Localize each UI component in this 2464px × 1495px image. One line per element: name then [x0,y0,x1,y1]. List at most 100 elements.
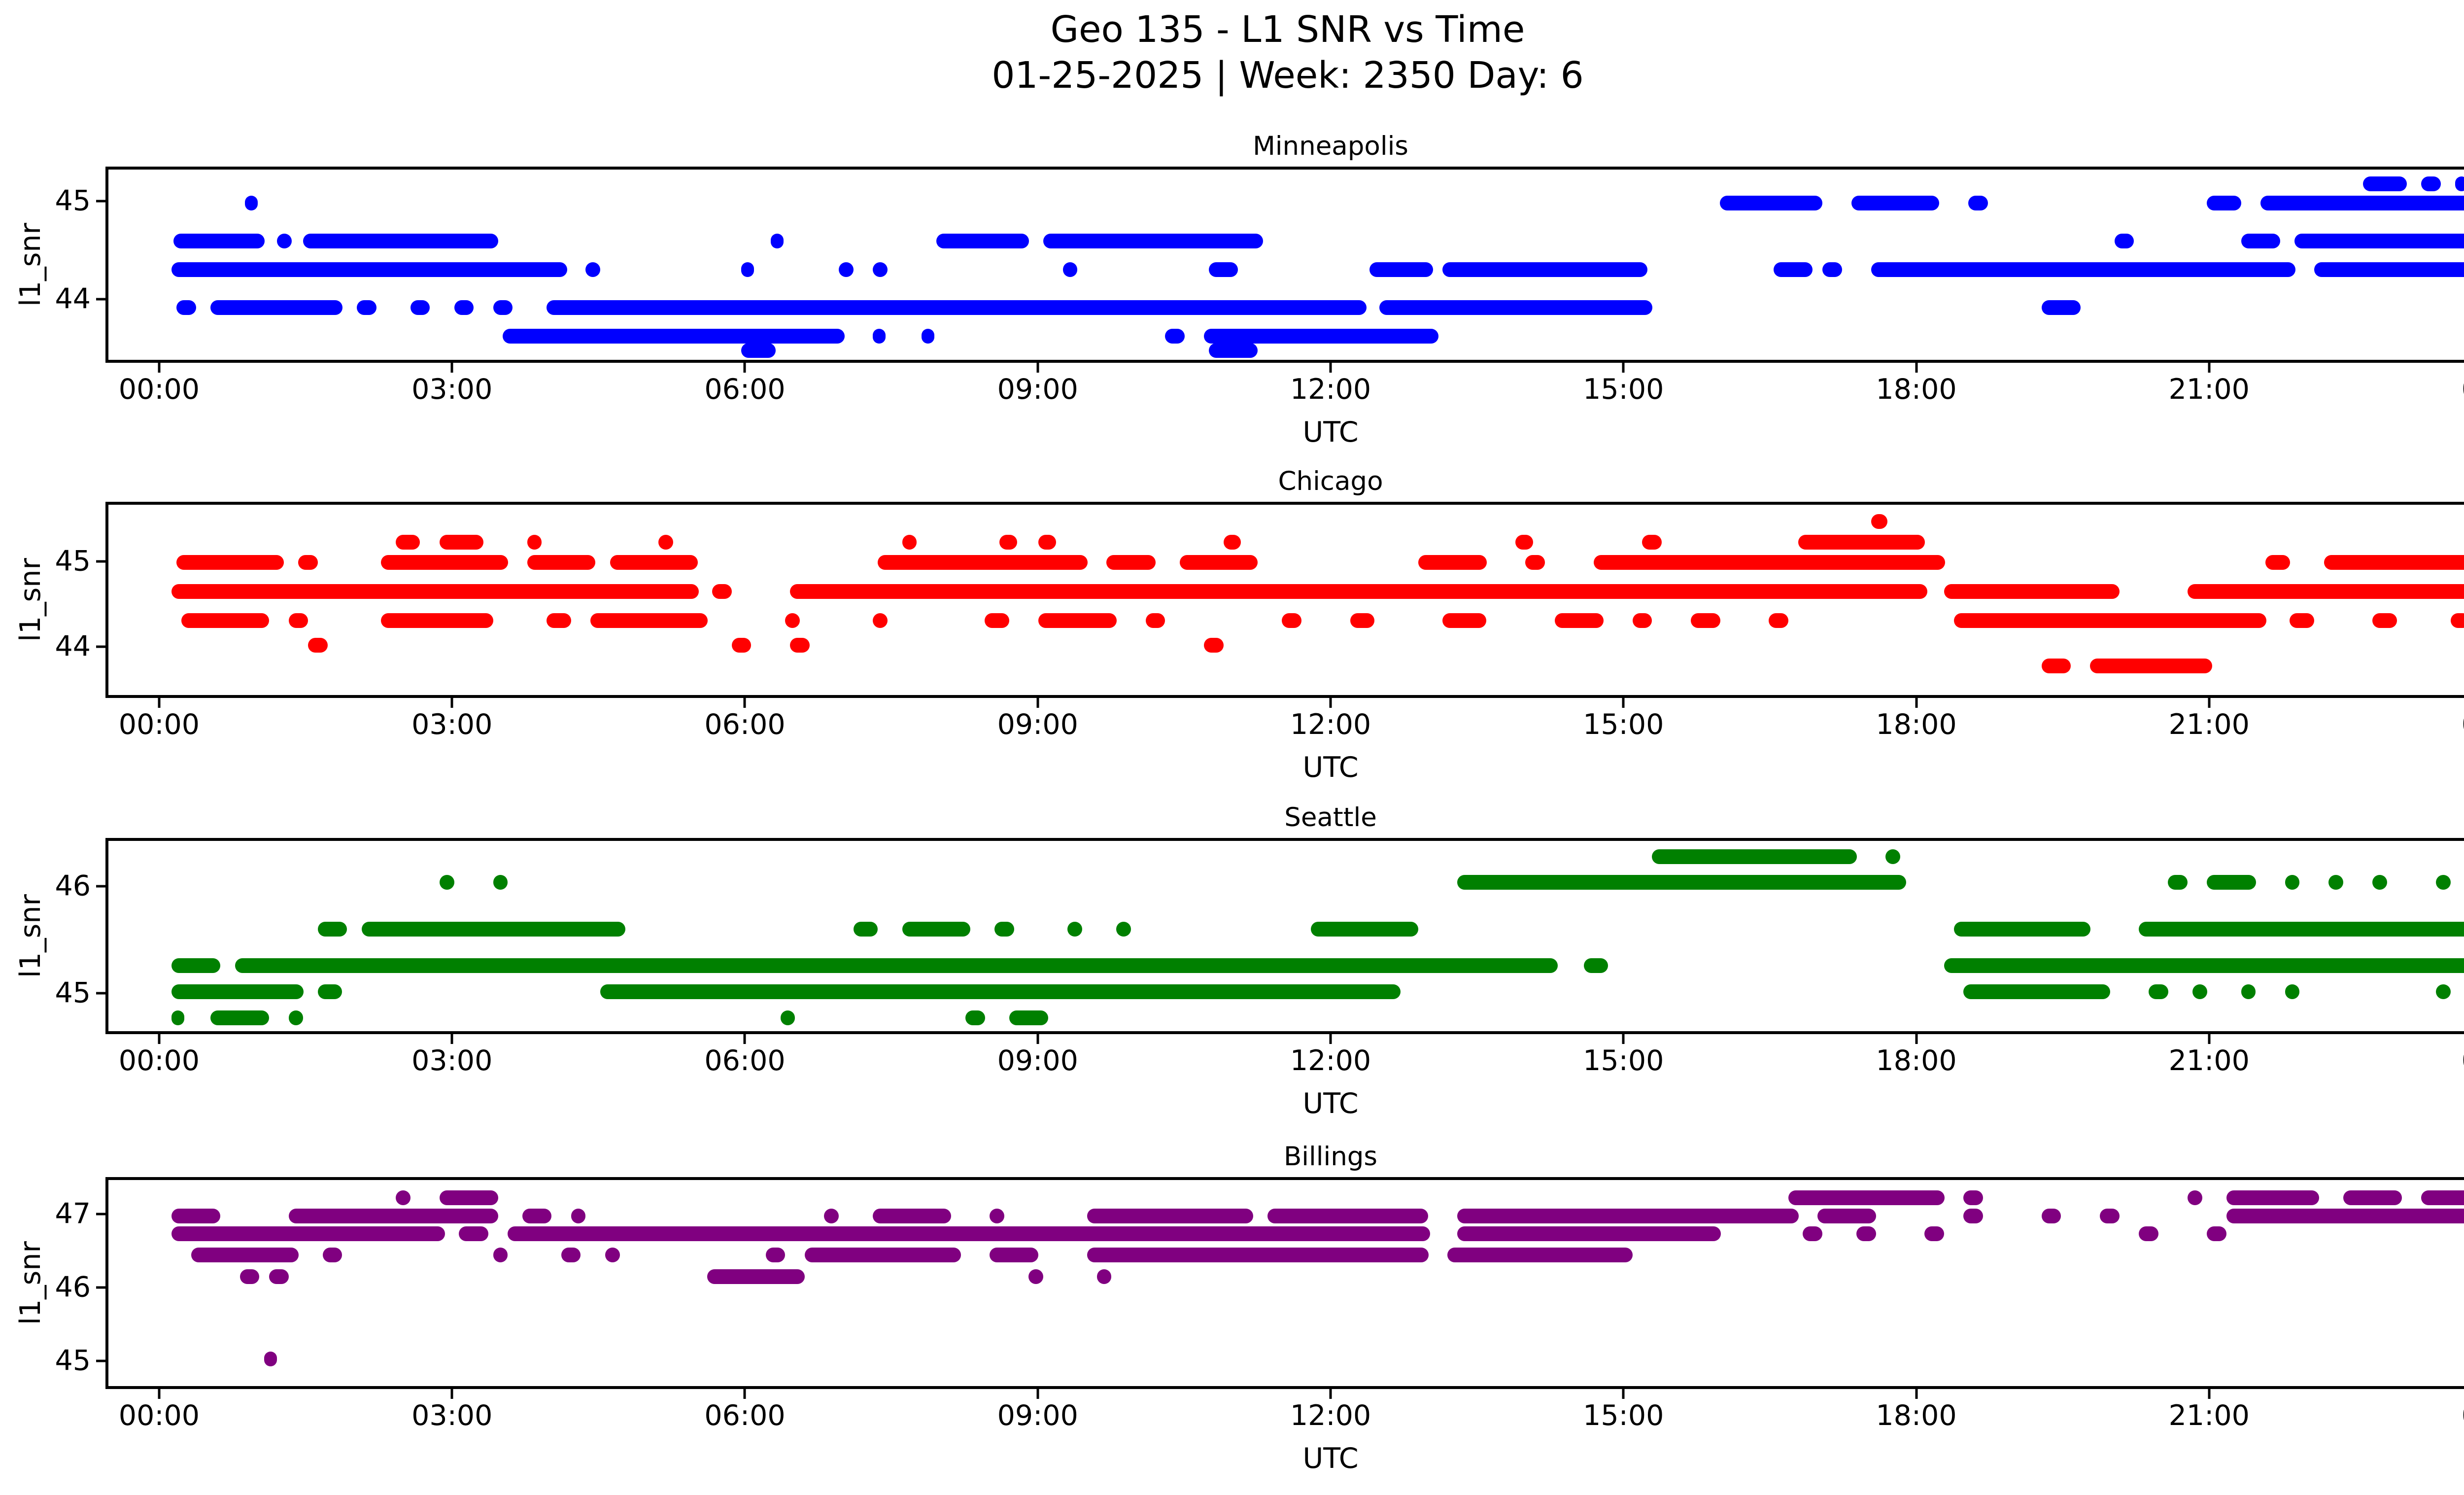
data-point-run [171,584,699,599]
data-point-run [2455,176,2464,191]
data-point-run [2187,1190,2202,1206]
data-point-run [244,195,258,210]
x-tick-label: 09:00 [997,1044,1078,1077]
data-point-run [765,1248,786,1263]
data-point-run [1554,613,1604,628]
data-point-run [561,1248,581,1263]
y-tick-mark [96,885,106,888]
x-tick-label: 09:00 [997,373,1078,406]
x-axis-label: UTC [1302,1087,1359,1120]
x-tick-mark [1622,1389,1625,1399]
y-axis-label: l1_snr [14,558,47,642]
data-point-run [171,1208,221,1223]
x-tick-label: 21:00 [2168,1044,2250,1077]
data-point-run [493,875,508,890]
x-tick-mark [1036,363,1039,373]
data-point-run [1953,922,2090,937]
data-point-run [2192,984,2207,999]
data-point-run [191,1248,299,1263]
data-point-run [1963,984,2110,999]
data-point-run [1038,613,1117,628]
data-point-run [2114,233,2134,248]
data-point-run [2435,875,2451,890]
data-point-run [1788,1190,1945,1206]
data-point-run [965,1010,985,1025]
x-tick-label: 00:00 [2462,1047,2464,1075]
y-tick-mark [96,1213,106,1216]
data-point-run [1525,555,1545,570]
data-point-run [2290,613,2314,628]
data-point-run [361,922,625,937]
data-point-run [2090,659,2212,674]
x-tick-mark [1036,698,1039,708]
data-point-run [176,555,284,570]
data-point-run [381,613,494,628]
y-tick-mark [96,992,106,995]
data-point-run [210,300,342,315]
y-tick-label: 45 [55,1344,91,1377]
x-tick-mark [1622,1034,1625,1044]
x-tick-label: 06:00 [704,373,786,406]
x-tick-mark [450,363,453,373]
data-point-run [936,233,1029,248]
x-tick-label: 09:00 [997,708,1078,741]
x-tick-label: 03:00 [411,373,493,406]
data-point-run [2421,176,2441,191]
x-tick-mark [450,698,453,708]
x-tick-label: 12:00 [1290,1399,1371,1432]
data-point-run [1165,328,1185,344]
data-point-run [2041,1208,2061,1223]
data-point-run [1179,555,1258,570]
data-point-run [381,555,508,570]
data-point-run [1769,613,1788,628]
data-point-run [171,984,304,999]
x-tick-mark [1915,698,1918,708]
data-point-run [1691,613,1720,628]
data-point-run [824,1208,839,1223]
data-point-run [2148,984,2168,999]
data-point-run [2372,613,2397,628]
data-point-run [1632,613,1652,628]
subplot-billings: Billings 45 46 47 l1_snr 00:00 03:00 06:00 09:00… [14,1142,2464,1475]
x-tick-label: 03:00 [411,708,493,741]
data-point-run [2139,1226,2158,1241]
x-tick-label: 18:00 [1876,373,1957,406]
data-point-run [2226,1208,2464,1223]
data-point-run [990,1208,1005,1223]
data-point-run [410,300,430,315]
data-point-run [2241,233,2280,248]
data-point-run [1208,262,1238,277]
y-tick-mark [96,298,106,301]
data-point-run [288,1208,499,1223]
data-point-run [1642,534,1662,550]
data-point-run [1028,1269,1044,1284]
data-point-run [276,233,292,248]
data-point-run [853,922,878,937]
data-point-run [1924,1226,1945,1241]
data-point-run [2041,659,2071,674]
plot-area [108,505,2464,695]
data-point-run [1038,534,1056,550]
data-point-run [2207,1226,2227,1241]
data-point-run [171,262,567,277]
x-tick-label: 18:00 [1876,1044,1957,1077]
y-tick-mark [96,560,106,563]
data-point-run [2241,984,2256,999]
data-point-run [1963,1208,1984,1223]
data-point-run [1944,584,2120,599]
data-point-run [1223,534,1241,550]
data-point-run [395,534,420,550]
y-axis-label: l1_snr [14,1241,47,1325]
data-point-run [2421,1190,2464,1206]
x-tick-label: 18:00 [1876,1399,1957,1432]
data-point-run [2450,613,2464,628]
data-point-run [1204,638,1224,653]
data-point-run [2207,195,2241,210]
data-point-run [503,328,845,344]
x-tick-label: 12:00 [1290,1044,1371,1077]
data-point-run [590,613,708,628]
x-tick-mark [2208,363,2211,373]
data-point-run [317,922,347,937]
data-point-run [2294,233,2464,248]
